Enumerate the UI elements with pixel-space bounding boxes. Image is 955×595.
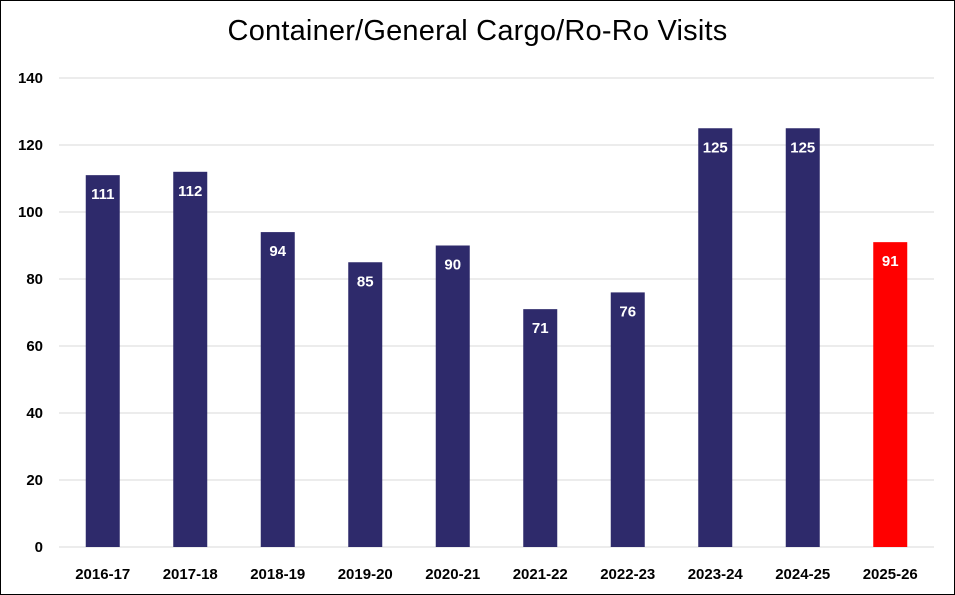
y-tick-label: 0 bbox=[35, 539, 43, 556]
chart-title: Container/General Cargo/Ro-Ro Visits bbox=[227, 15, 728, 47]
bars bbox=[85, 128, 908, 548]
x-tick-label: 2020-21 bbox=[425, 566, 480, 583]
x-tick-label: 2018-19 bbox=[250, 566, 305, 583]
bar-2024-25 bbox=[785, 128, 820, 547]
x-tick-label: 2019-20 bbox=[338, 566, 393, 583]
data-label-2023-24: 125 bbox=[703, 139, 728, 156]
data-label-2024-25: 125 bbox=[790, 139, 815, 156]
data-labels: 111 112 94 85 90 71 76 125 125 91 bbox=[91, 139, 899, 337]
y-tick-label: 140 bbox=[18, 70, 43, 87]
bar-2019-20 bbox=[348, 262, 383, 547]
data-label-2016-17: 111 bbox=[91, 186, 114, 203]
bar-2025-26 bbox=[873, 242, 908, 547]
x-tick-label: 2016-17 bbox=[75, 566, 130, 583]
bar-2020-21 bbox=[435, 245, 470, 547]
bar-2021-22 bbox=[523, 309, 558, 547]
y-tick-label: 20 bbox=[26, 472, 43, 489]
x-tick-label: 2025-26 bbox=[863, 566, 918, 583]
bar-2022-23 bbox=[610, 292, 645, 547]
data-label-2017-18: 112 bbox=[178, 183, 202, 200]
y-tick-label: 100 bbox=[18, 204, 43, 221]
x-tick-label: 2022-23 bbox=[600, 566, 655, 583]
y-tick-label: 80 bbox=[26, 271, 43, 288]
data-label-2025-26: 91 bbox=[882, 253, 899, 270]
data-label-2019-20: 85 bbox=[357, 273, 374, 290]
data-label-2021-22: 71 bbox=[532, 320, 549, 337]
y-tick-label: 120 bbox=[18, 137, 43, 154]
x-tick-label: 2023-24 bbox=[688, 566, 744, 583]
x-tick-label: 2017-18 bbox=[163, 566, 218, 583]
data-label-2020-21: 90 bbox=[444, 257, 461, 274]
y-tick-label: 60 bbox=[26, 338, 43, 355]
bar-2018-19 bbox=[260, 232, 295, 547]
data-label-2022-23: 76 bbox=[619, 303, 636, 320]
x-tick-label: 2024-25 bbox=[775, 566, 830, 583]
bar-2016-17 bbox=[85, 175, 120, 547]
bar-2023-24 bbox=[698, 128, 733, 547]
data-label-2018-19: 94 bbox=[269, 243, 286, 260]
y-axis-ticks: 0 20 40 60 80 100 120 140 bbox=[18, 70, 43, 556]
bar-2017-18 bbox=[173, 171, 208, 548]
x-tick-label: 2021-22 bbox=[513, 566, 568, 583]
y-tick-label: 40 bbox=[26, 405, 43, 422]
x-axis-ticks: 2016-17 2017-18 2018-19 2019-20 2020-21 2021-… bbox=[75, 566, 918, 583]
